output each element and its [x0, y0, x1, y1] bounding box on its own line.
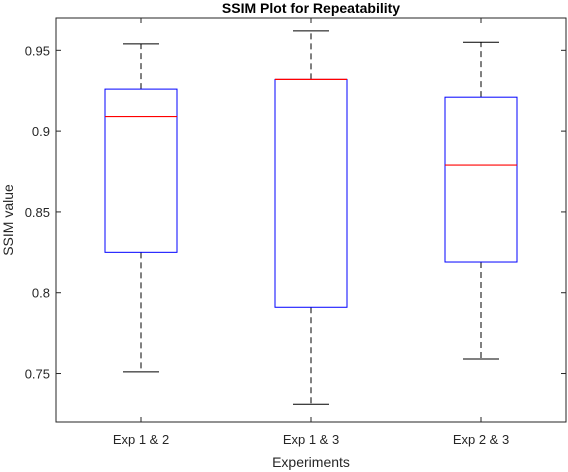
- x-axis-label: Experiments: [272, 454, 350, 470]
- x-tick-label: Exp 1 & 2: [113, 432, 169, 447]
- box-group: [274, 30, 348, 405]
- box-group: [104, 43, 178, 373]
- y-tick-label: 0.9: [32, 124, 50, 139]
- chart-title: SSIM Plot for Repeatability: [222, 0, 400, 16]
- y-tick-label: 0.8: [32, 286, 50, 301]
- x-axis: Exp 1 & 2 Exp 1 & 3 Exp 2 & 3: [113, 18, 509, 447]
- box-iqr: [444, 96, 518, 263]
- y-axis-label: SSIM value: [0, 184, 16, 256]
- y-axis: 0.75 0.8 0.85 0.9 0.95: [25, 43, 566, 382]
- box-iqr: [104, 88, 178, 253]
- box-group: [444, 41, 518, 360]
- box-series: [104, 30, 518, 405]
- y-tick-label: 0.75: [25, 367, 50, 382]
- y-tick-label: 0.85: [25, 205, 50, 220]
- x-tick-label: Exp 2 & 3: [453, 432, 509, 447]
- y-tick-label: 0.95: [25, 43, 50, 58]
- x-tick-label: Exp 1 & 3: [283, 432, 339, 447]
